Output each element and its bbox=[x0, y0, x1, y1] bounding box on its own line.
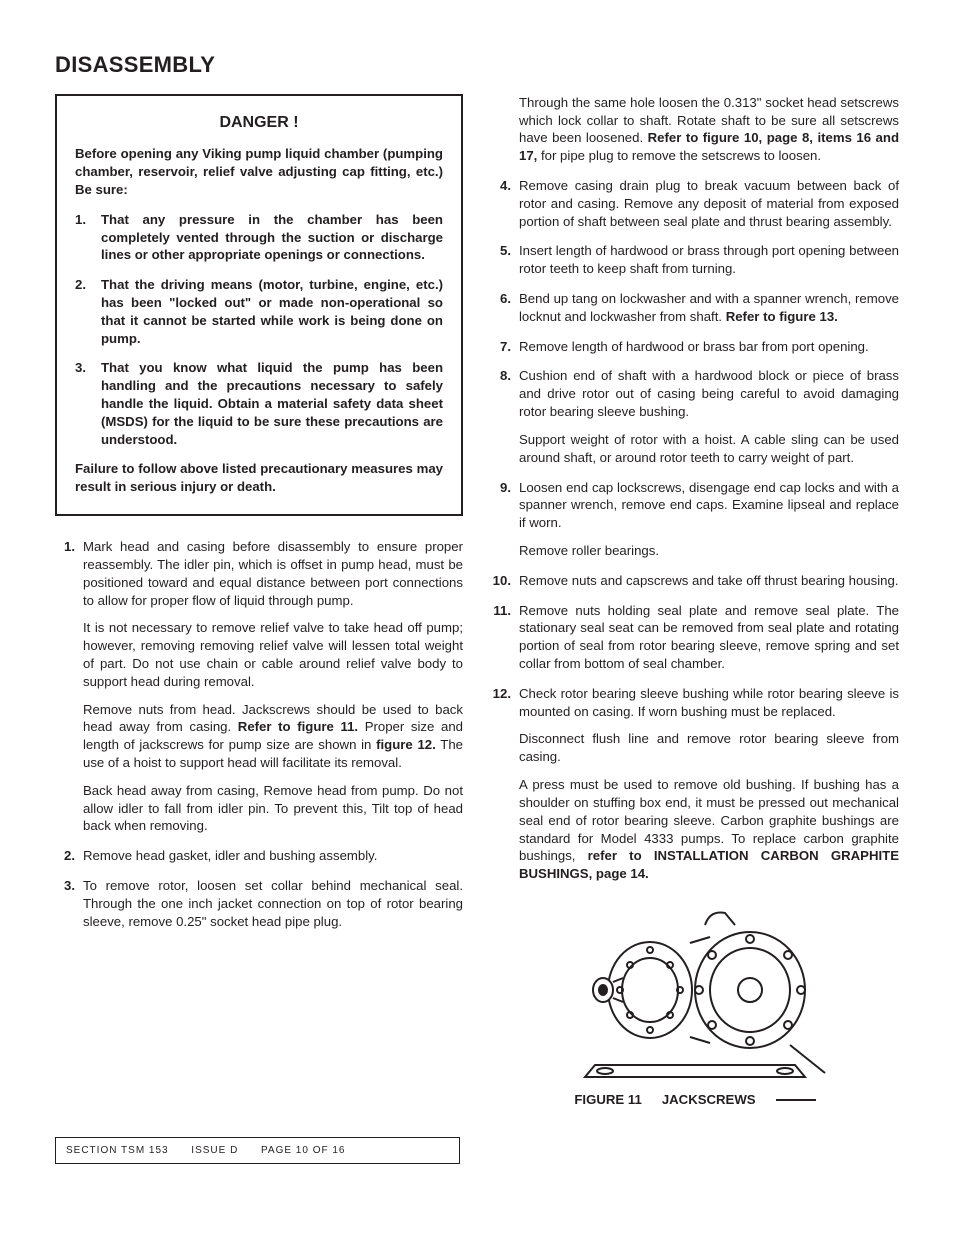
right-step-list: 4. Remove casing drain plug to break vac… bbox=[491, 177, 899, 883]
step-1-p1: Mark head and casing before disassembly … bbox=[83, 539, 463, 607]
step-number: 2. bbox=[55, 847, 75, 865]
footer-page: PAGE 10 OF 16 bbox=[261, 1145, 346, 1156]
step-number: 1. bbox=[55, 538, 75, 556]
callout-line-icon bbox=[776, 1099, 816, 1101]
figure-11: FIGURE 11 JACKSCREWS bbox=[491, 895, 899, 1109]
step-3: 3. To remove rotor, loosen set collar be… bbox=[55, 877, 463, 930]
danger-footer: Failure to follow above listed precautio… bbox=[75, 460, 443, 496]
jackscrews-callout: JACKSCREWS bbox=[662, 1091, 756, 1109]
step-9: 9. Loosen end cap lockscrews, disengage … bbox=[491, 479, 899, 560]
step-3-continued: Through the same hole loosen the 0.313" … bbox=[491, 94, 899, 165]
figure-caption: FIGURE 11 JACKSCREWS bbox=[491, 1091, 899, 1109]
footer-issue: ISSUE D bbox=[191, 1145, 238, 1156]
step-1-p3: Remove nuts from head. Jackscrews should… bbox=[83, 701, 463, 772]
danger-item-1: That any pressure in the chamber has bee… bbox=[75, 211, 443, 264]
step-number: 12. bbox=[491, 685, 511, 703]
step-number: 5. bbox=[491, 242, 511, 260]
step-number: 3. bbox=[55, 877, 75, 895]
step-number: 8. bbox=[491, 367, 511, 385]
step-1-p4: Back head away from casing, Remove head … bbox=[83, 782, 463, 835]
left-column: DANGER ! Before opening any Viking pump … bbox=[55, 94, 463, 1109]
step-4: 4. Remove casing drain plug to break vac… bbox=[491, 177, 899, 230]
two-column-layout: DANGER ! Before opening any Viking pump … bbox=[55, 94, 899, 1109]
step-8: 8. Cushion end of shaft with a hardwood … bbox=[491, 367, 899, 466]
danger-box: DANGER ! Before opening any Viking pump … bbox=[55, 94, 463, 516]
step-number: 10. bbox=[491, 572, 511, 590]
step-10: 10. Remove nuts and capscrews and take o… bbox=[491, 572, 899, 590]
section-title: DISASSEMBLY bbox=[55, 50, 899, 80]
step-number: 11. bbox=[491, 602, 511, 620]
step-6: 6. Bend up tang on lockwasher and with a… bbox=[491, 290, 899, 326]
step-12: 12. Check rotor bearing sleeve bushing w… bbox=[491, 685, 899, 883]
right-column: Through the same hole loosen the 0.313" … bbox=[491, 94, 899, 1109]
footer-info-bar: SECTION TSM 153 ISSUE D PAGE 10 OF 16 bbox=[55, 1137, 460, 1165]
step-5: 5. Insert length of hardwood or brass th… bbox=[491, 242, 899, 278]
step-11: 11. Remove nuts holding seal plate and r… bbox=[491, 602, 899, 673]
step-1: 1. Mark head and casing before disassemb… bbox=[55, 538, 463, 835]
step-number: 7. bbox=[491, 338, 511, 356]
danger-item-2: That the driving means (motor, turbine, … bbox=[75, 276, 443, 347]
step-7: 7. Remove length of hardwood or brass ba… bbox=[491, 338, 899, 356]
step-number: 9. bbox=[491, 479, 511, 497]
danger-item-3: That you know what liquid the pump has b… bbox=[75, 359, 443, 448]
pump-illustration-icon bbox=[555, 895, 835, 1085]
danger-intro: Before opening any Viking pump liquid ch… bbox=[75, 145, 443, 198]
step-2: 2. Remove head gasket, idler and bushing… bbox=[55, 847, 463, 865]
step-number: 4. bbox=[491, 177, 511, 195]
left-step-list: 1. Mark head and casing before disassemb… bbox=[55, 538, 463, 930]
step-number: 6. bbox=[491, 290, 511, 308]
step-1-p2: It is not necessary to remove relief val… bbox=[83, 619, 463, 690]
step-12-p3: A press must be used to remove old bushi… bbox=[519, 776, 899, 883]
footer-section: SECTION TSM 153 bbox=[66, 1145, 169, 1156]
danger-heading: DANGER ! bbox=[75, 112, 443, 134]
figure-label: FIGURE 11 bbox=[574, 1091, 641, 1109]
danger-list: That any pressure in the chamber has bee… bbox=[75, 211, 443, 449]
